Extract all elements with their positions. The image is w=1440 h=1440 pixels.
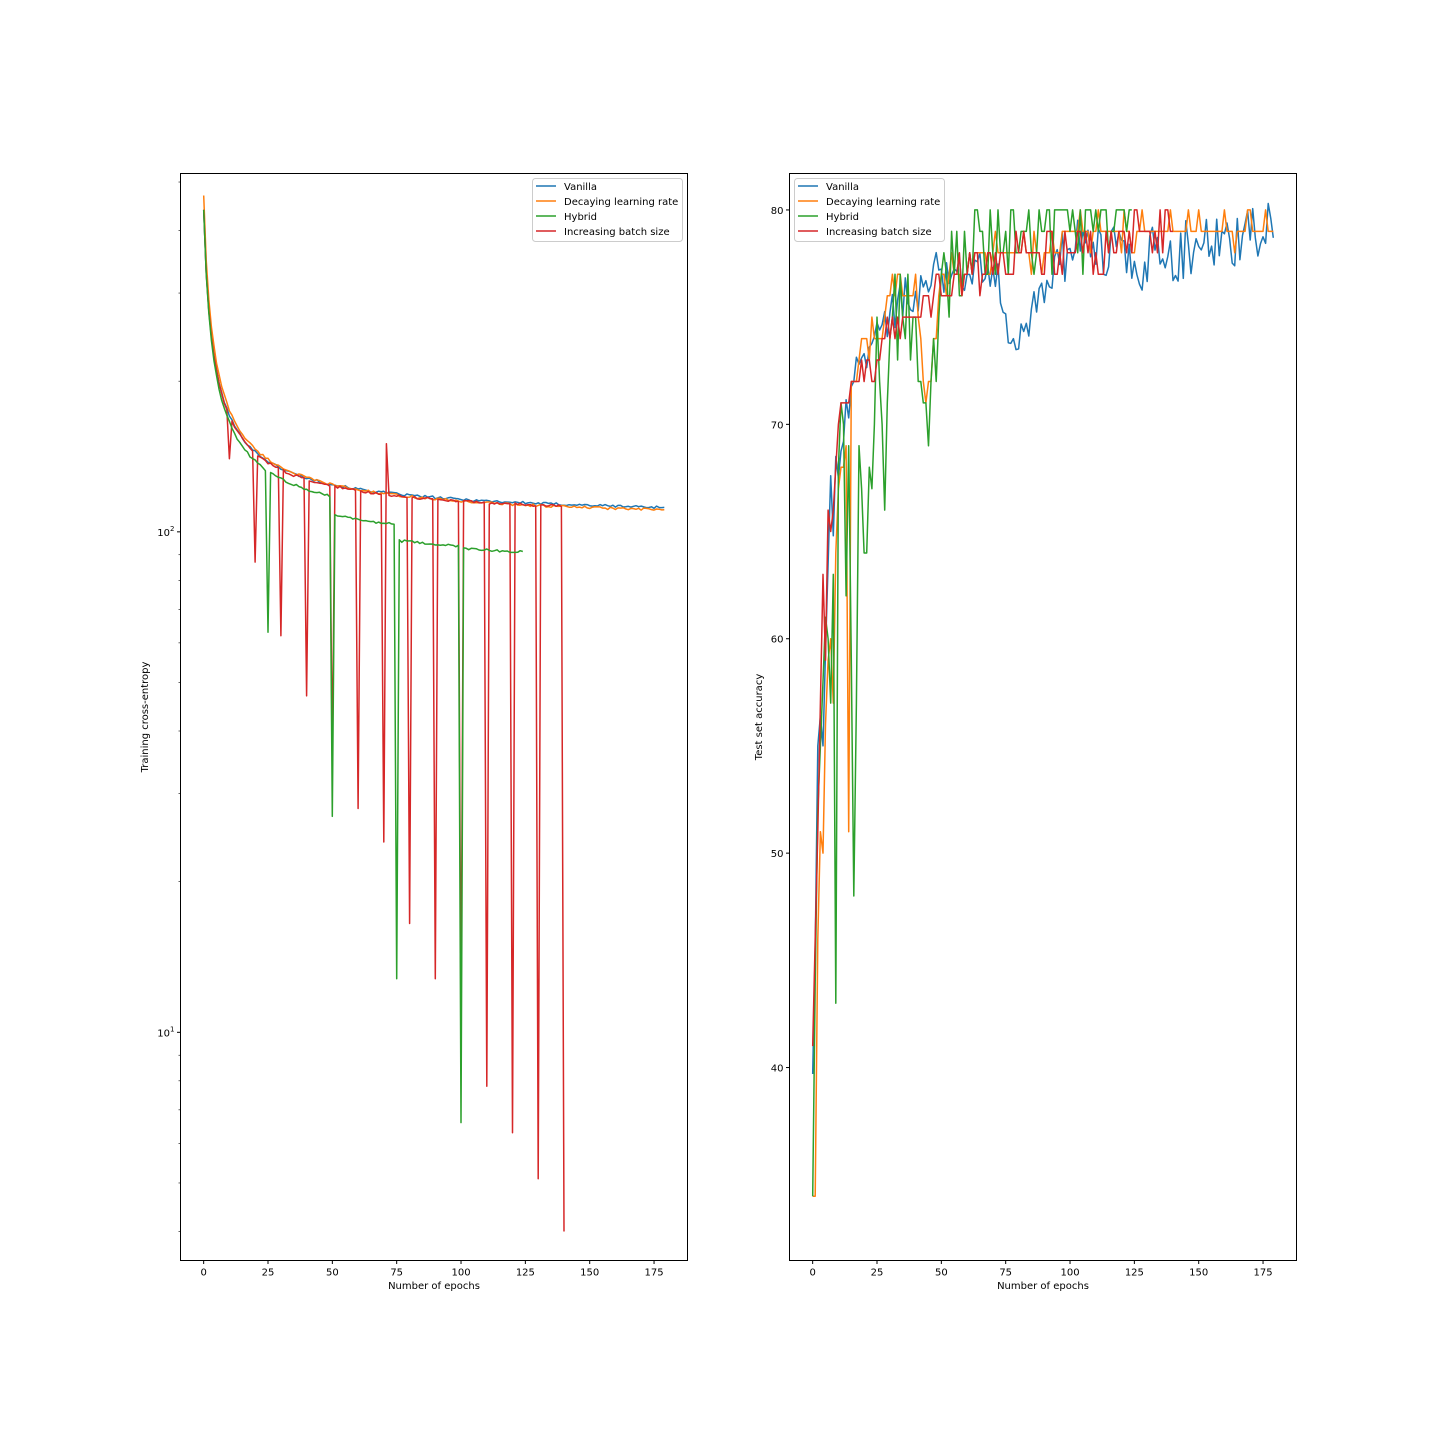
- training-loss-series-increasing-batch-size: [202, 209, 565, 1232]
- test-accuracy-legend: Vanilla Decaying learning rate Hybrid In…: [794, 178, 945, 242]
- legend-label-hybrid: Hybrid: [564, 212, 597, 223]
- training-loss-x-tick-label: 175: [644, 1268, 663, 1279]
- legend-label-decaying-learning-rate: Decaying learning rate: [564, 197, 678, 208]
- legend-label-hybrid: Hybrid: [826, 212, 859, 223]
- test-accuracy-series-vanilla: [811, 202, 1275, 1075]
- legend-label-vanilla: Vanilla: [564, 182, 597, 193]
- training-loss-x-tick-label: 125: [516, 1268, 535, 1279]
- training-loss-x-tick-label: 0: [200, 1268, 206, 1279]
- training-loss-series-decaying-learning-rate: [202, 195, 665, 511]
- test-accuracy-x-ticks: 0 25 50 75 100 125 150 175: [809, 1260, 1273, 1279]
- test-accuracy-x-tick-label: 0: [809, 1268, 815, 1279]
- test-accuracy-y-axis-label: Test set accuracy: [754, 674, 765, 762]
- test-accuracy-lines: [811, 202, 1275, 1197]
- test-accuracy-x-tick-label: 175: [1253, 1268, 1272, 1279]
- legend-label-vanilla: Vanilla: [826, 182, 859, 193]
- training-loss-legend-box: [532, 178, 683, 242]
- test-accuracy-y-tick-label: 70: [771, 420, 784, 431]
- test-accuracy-x-tick-label: 125: [1125, 1268, 1144, 1279]
- training-loss-axes-frame: [180, 173, 688, 1261]
- training-loss-series-vanilla: [202, 209, 665, 510]
- training-loss-x-ticks: 0 25 50 75 100 125 150 175: [200, 1260, 664, 1279]
- test-accuracy-x-tick-label: 50: [935, 1268, 948, 1279]
- legend-label-increasing-batch-size: Increasing batch size: [826, 227, 932, 238]
- legend-label-increasing-batch-size: Increasing batch size: [564, 227, 670, 238]
- training-loss-series-hybrid: [202, 209, 524, 1124]
- legend-label-decaying-learning-rate: Decaying learning rate: [826, 197, 940, 208]
- training-loss-x-tick-label: 75: [390, 1268, 403, 1279]
- training-loss-lines: [202, 195, 665, 1232]
- training-loss-legend: Vanilla Decaying learning rate Hybrid In…: [532, 178, 683, 242]
- training-loss-x-tick-label: 50: [326, 1268, 339, 1279]
- test-accuracy-series-decaying-learning-rate: [812, 209, 1274, 1197]
- training-loss-x-tick-label: 100: [451, 1268, 470, 1279]
- test-accuracy-y-ticks: 40 50 60 70 80: [771, 206, 790, 1075]
- test-accuracy-y-tick-label: 50: [771, 849, 784, 860]
- test-accuracy-x-tick-label: 150: [1189, 1268, 1208, 1279]
- test-accuracy-legend-box: [794, 178, 945, 242]
- test-accuracy-x-tick-label: 75: [999, 1268, 1012, 1279]
- test-accuracy-axes-frame: [789, 173, 1297, 1261]
- test-accuracy-x-tick-label: 25: [871, 1268, 884, 1279]
- training-loss-x-tick-label: 150: [580, 1268, 599, 1279]
- test-accuracy-x-tick-label: 100: [1060, 1268, 1079, 1279]
- test-accuracy-y-tick-label: 40: [771, 1064, 784, 1075]
- test-accuracy-chart: 0 25 50 75 100 125 150 175 40 50 60 70 80 Number of…: [754, 173, 1297, 1292]
- test-accuracy-x-axis-label: Number of epochs: [997, 1281, 1089, 1292]
- training-loss-y-axis-label: Training cross-entropy: [140, 661, 151, 773]
- training-loss-x-axis-label: Number of epochs: [388, 1281, 480, 1292]
- test-accuracy-series-increasing-batch-size: [811, 209, 1173, 1047]
- test-accuracy-y-tick-label: 60: [771, 635, 784, 646]
- training-loss-x-tick-label: 25: [262, 1268, 275, 1279]
- test-accuracy-y-tick-label: 80: [771, 206, 784, 217]
